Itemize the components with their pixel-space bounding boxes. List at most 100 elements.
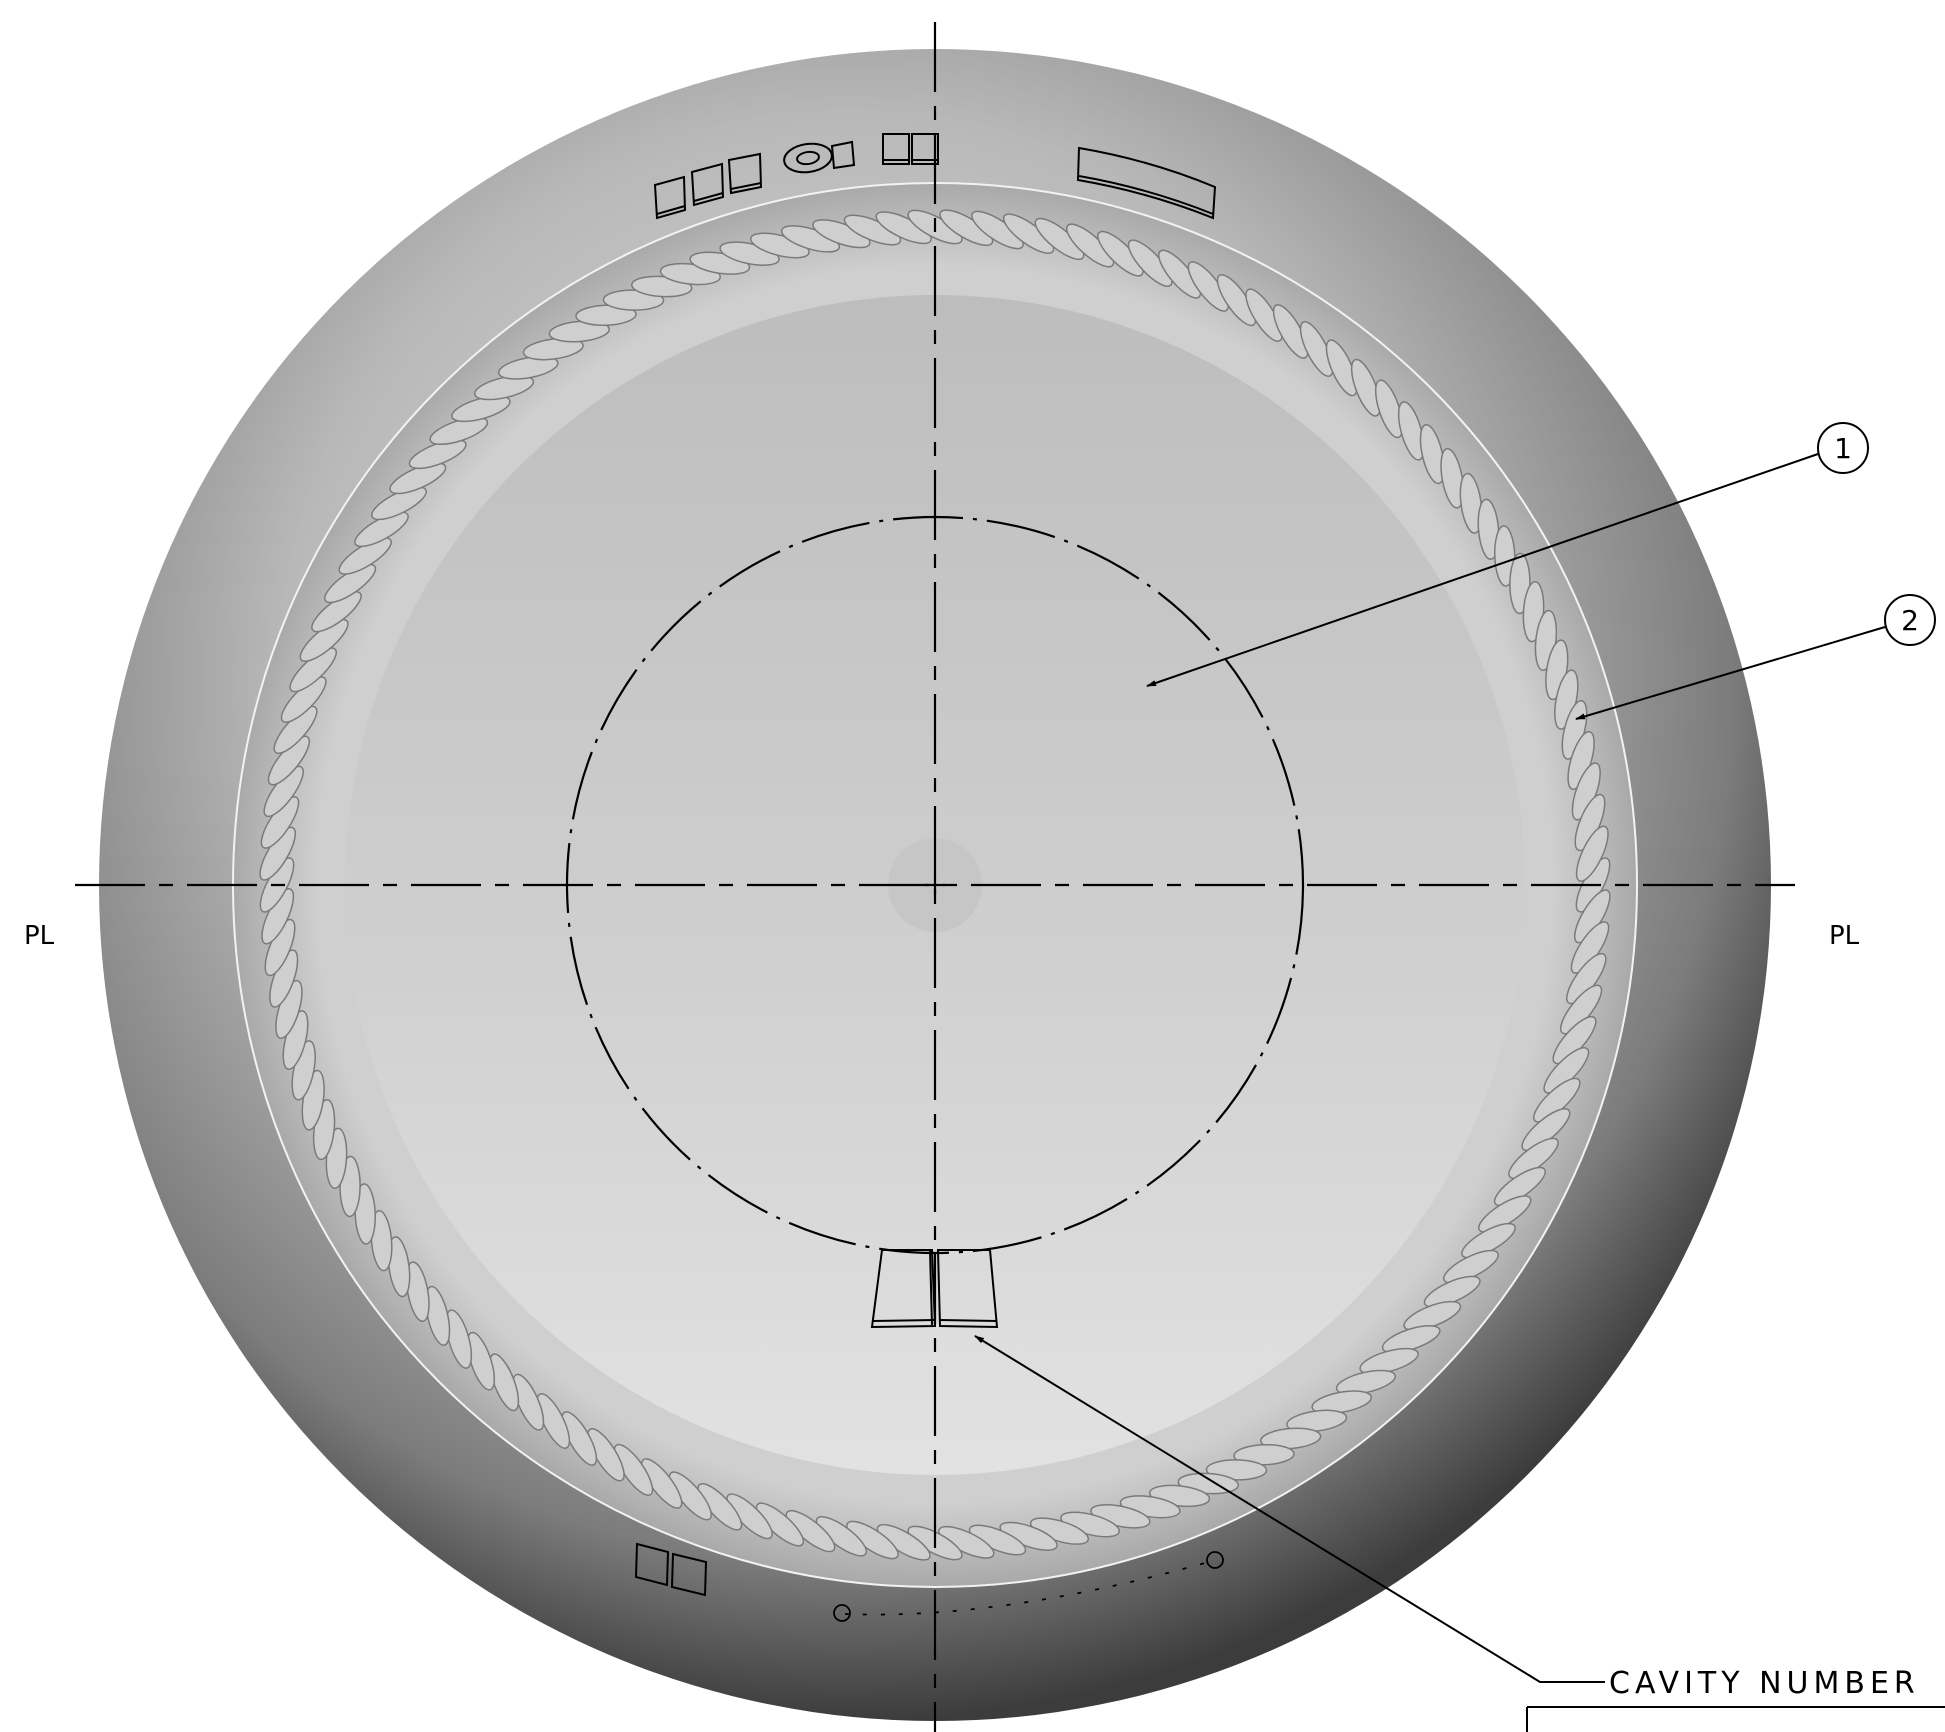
knurl-rib [1567,730,1595,791]
knurl-rib [815,1516,868,1557]
knurl-rib [354,511,409,548]
knurl-rib [1381,1324,1441,1354]
knurl-rib [269,949,299,1008]
knurl-rib [512,1373,545,1431]
knurl-rib [389,462,447,495]
knurl-rib [1325,339,1358,397]
knurl-rib [1566,952,1607,1005]
knurl-rib [1543,1047,1590,1094]
knurl-rib [785,1509,836,1553]
knurl-rib [261,888,295,945]
knurl-rib [429,416,489,446]
knurl-rib [726,1493,773,1540]
knurl-rib [575,304,637,326]
knurl-rib [1575,825,1609,882]
knurl-rib [1423,1275,1481,1308]
knurl-rib [613,1443,654,1496]
knurl-rib [1440,447,1465,509]
knurl-rib [1443,1249,1499,1284]
knurl-rib [299,618,349,662]
knurl-rib [1571,762,1601,821]
knurl-rib [939,209,994,247]
knurl-rib [264,918,296,977]
knurl-rib [1521,1108,1571,1152]
knurl-rib [371,486,427,521]
knurl-rib [259,826,297,881]
knurl-rib [1335,1369,1396,1395]
knurl-rib [641,1458,683,1509]
knurl-rib [1299,321,1334,377]
knurl-rib [1419,424,1445,485]
knurl-rib [1508,1137,1559,1179]
knurl-rib [354,1183,376,1245]
knurl-rib [1216,274,1257,327]
knurl-rib [846,1520,899,1560]
knurl-rib [749,232,810,259]
knurl-rib [1002,213,1055,254]
knurl-rib [1477,498,1500,560]
knurl-rib [548,320,610,343]
date-code-marks-bottom [634,1542,708,1597]
knurl-rib [780,225,841,253]
knurled-grip-ring [259,209,1611,1561]
knurl-rib [1459,472,1483,534]
knurl-rib [522,337,584,361]
knurl-rib [1272,304,1309,359]
knurl-rib [280,676,327,723]
knurl-rib [843,214,902,246]
knurl-rib [1461,1222,1516,1259]
knurl-rib [1187,261,1229,312]
knurl-rib [1034,217,1085,261]
recycle-symbol-panel [1076,146,1217,220]
knurl-rib [275,979,303,1040]
knurl-rib [1097,230,1144,277]
knurl-rib [1127,239,1173,287]
knurl-rib [668,1471,712,1521]
knurl-rib [1029,1517,1090,1545]
knurl-rib [697,1483,743,1531]
cavity-number-text: CAVITY NUMBER [1609,1666,1920,1701]
balloon-1-label: 1 [1834,432,1852,465]
knurl-rib [282,1010,309,1071]
knurl-rib [1478,1195,1532,1233]
knurl-rib [999,1521,1058,1551]
cavity-number-pad [870,1249,999,1329]
knurl-rib [1359,1347,1419,1375]
leader-2 [1575,626,1886,720]
knurl-rib [445,1309,473,1369]
knurl-rib [273,705,318,755]
knurl-rib [1350,358,1381,417]
knurl-rib [938,1525,995,1559]
knurl-rib [587,1428,625,1482]
knurl-rib [489,1353,520,1412]
knurl-rib [289,647,337,693]
knurl-rib [497,355,559,380]
knurl-rib [876,1523,931,1561]
material-code-arc [833,1551,1224,1622]
knurl-rib [1158,249,1202,299]
balloon-1: 1 [1817,422,1869,474]
knurl-rib [1403,1300,1462,1331]
knurl-rib [812,219,871,249]
knurl-rib [561,1411,598,1466]
date-code-marks-top [653,133,939,220]
knurl-rib [755,1502,805,1547]
knurl-rib [1570,921,1610,974]
knurl-rib [1260,1427,1322,1450]
knurl-rib [408,439,467,470]
knurl-rib [451,395,511,423]
knurl-rib [263,765,304,818]
cavity-number-leader [974,1335,1605,1683]
knurl-rib [324,563,377,604]
knurl-rib [338,537,392,575]
knurl-rib [971,210,1024,250]
knurl-rib [405,1261,430,1323]
knurl-rib [425,1285,451,1346]
balloon-2: 2 [1884,594,1936,646]
knurl-rib [1493,1166,1546,1207]
knurl-rib [1533,1077,1581,1123]
knurl-rib [1060,1511,1121,1538]
knurl-rib [387,1236,411,1298]
knurl-rib [1397,401,1425,461]
